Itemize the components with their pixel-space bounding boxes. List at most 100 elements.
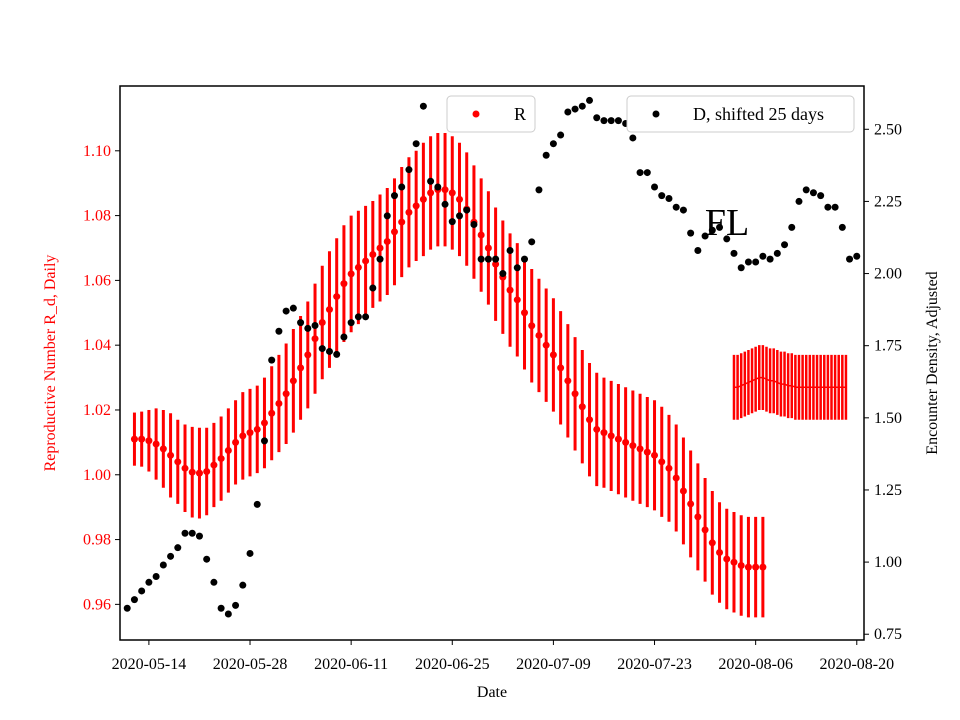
d-point <box>694 246 702 254</box>
d-point <box>311 321 319 329</box>
d-point <box>181 529 189 537</box>
r-point <box>455 195 463 203</box>
legend-d: D, shifted 25 days <box>626 95 855 133</box>
r-point <box>607 432 615 440</box>
r-point <box>701 526 709 534</box>
y-left-tick-label: 1.04 <box>83 337 111 354</box>
d-point <box>304 324 312 332</box>
d-point <box>701 232 709 240</box>
d-point <box>824 203 832 211</box>
d-point <box>167 552 175 560</box>
d-point <box>730 249 738 257</box>
d-point <box>448 218 456 226</box>
r-point <box>289 377 297 385</box>
x-tick-label: 2020-06-11 <box>314 656 388 673</box>
d-point <box>651 183 659 191</box>
r-point <box>708 539 716 547</box>
r-point <box>535 331 543 339</box>
d-point <box>318 345 326 353</box>
d-point <box>419 102 427 110</box>
r-point <box>181 464 189 472</box>
d-point <box>744 258 752 266</box>
annotation-label: FL <box>705 202 749 244</box>
r-point <box>564 377 572 385</box>
x-tick-label: 2020-06-25 <box>415 656 490 673</box>
r-point <box>643 448 651 456</box>
r-point <box>210 461 218 469</box>
y-right-tick-label: 2.00 <box>874 266 902 283</box>
d-point <box>434 183 442 191</box>
d-point <box>564 108 572 116</box>
r-point <box>383 238 391 246</box>
r-point <box>506 286 514 294</box>
d-point <box>571 105 579 113</box>
d-point <box>643 169 651 177</box>
d-point <box>513 264 521 272</box>
d-point <box>405 166 413 174</box>
r-point <box>232 438 240 446</box>
d-point <box>174 544 182 552</box>
r-point <box>636 445 644 453</box>
d-point <box>333 350 341 358</box>
d-point <box>484 255 492 263</box>
d-point <box>817 192 825 200</box>
legend-r-label: R <box>514 104 526 124</box>
r-point <box>304 351 312 359</box>
r-point <box>752 563 760 571</box>
r-point <box>217 455 225 463</box>
d-point <box>275 327 283 335</box>
r-point <box>203 468 211 476</box>
d-point <box>853 252 861 260</box>
r-point <box>405 208 413 216</box>
d-point <box>145 578 153 586</box>
y-axis-right: 0.75 1.00 1.25 1.50 1.75 2.00 2.25 2.50 <box>864 121 902 643</box>
d-point <box>463 206 471 214</box>
r-point <box>138 435 146 443</box>
d-point <box>759 252 767 260</box>
r-point <box>484 244 492 252</box>
r-point <box>340 280 348 288</box>
r-point <box>412 202 420 210</box>
d-point <box>788 223 796 231</box>
d-point <box>289 304 297 312</box>
d-point <box>297 319 305 327</box>
d-point <box>766 255 774 263</box>
r-point <box>369 250 377 258</box>
d-point <box>506 246 514 254</box>
legend-r: R <box>446 95 536 133</box>
d-point <box>528 238 536 246</box>
d-point <box>369 284 377 292</box>
r-point <box>174 458 182 466</box>
d-point <box>629 134 637 142</box>
y-left-tick-label: 1.10 <box>83 143 111 160</box>
r-projected-line <box>734 376 846 389</box>
r-point <box>347 270 355 278</box>
r-point <box>557 364 565 372</box>
d-point <box>557 131 565 139</box>
d-point <box>607 117 615 125</box>
d-point <box>354 313 362 321</box>
r-point <box>130 435 138 443</box>
d-point <box>282 307 290 315</box>
y-right-tick-label: 1.75 <box>874 338 902 355</box>
legend-r-marker <box>472 110 480 118</box>
d-point <box>737 264 745 272</box>
r-point <box>325 306 333 314</box>
r-point <box>239 432 247 440</box>
d-point <box>130 596 138 604</box>
r-point <box>730 558 738 566</box>
x-tick-label: 2020-07-23 <box>617 656 692 673</box>
y-right-tick-label: 1.00 <box>874 554 902 571</box>
r-point <box>145 437 153 445</box>
r-point <box>282 390 290 398</box>
r-point <box>297 364 305 372</box>
d-point <box>838 223 846 231</box>
d-point <box>708 226 716 234</box>
r-point <box>629 442 637 450</box>
d-point <box>658 192 666 200</box>
r-point <box>354 263 362 271</box>
d-point <box>152 573 160 581</box>
d-point <box>217 604 225 612</box>
d-point <box>542 151 550 159</box>
